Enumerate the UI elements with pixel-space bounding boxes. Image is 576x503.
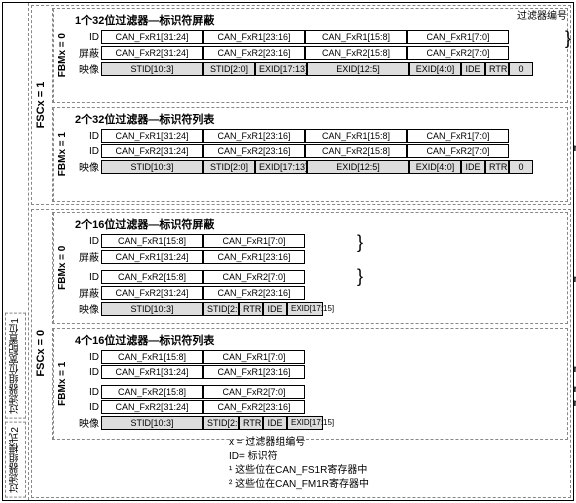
sec2-title: 2个32位过滤器—标识符列表 <box>75 111 563 127</box>
sec1: FBMx = 0 1个32位过滤器—标识符屏蔽 IDCAN_FxR1[31:24… <box>52 8 568 103</box>
diagram-frame: 过滤器组位宽配置位1 过滤器组模式2 过滤器编号 FSCx = 1 FBMx =… <box>2 2 574 501</box>
sec4: FBMx = 1 4个16位过滤器—标识符列表 IDCAN_FxR1[15:8]… <box>52 328 568 440</box>
footer-notes: x = 过滤器组编号 ID= 标识符 ¹ 这些位在CAN_FS1R寄存器中 ² … <box>229 436 369 492</box>
fbm0-label: FBMx = 0 <box>53 9 71 102</box>
bitwidth-label: 过滤器组位宽配置位1 <box>5 313 26 419</box>
filter-number-header: 过滤器编号 <box>517 7 567 22</box>
fsc1-label: FSCx = 1 <box>32 6 50 204</box>
sec1-title: 1个32位过滤器—标识符屏蔽 <box>75 12 563 28</box>
fsc1-group: FSCx = 1 FBMx = 0 1个32位过滤器—标识符屏蔽 IDCAN_F… <box>31 5 571 205</box>
sec3: FBMx = 0 2个16位过滤器—标识符屏蔽 IDCAN_FxR1[15:8]… <box>52 212 568 324</box>
mode-label: 过滤器组模式2 <box>5 422 26 498</box>
sec4-title: 4个16位过滤器—标识符列表 <box>75 332 563 348</box>
fsc0-label: FSCx = 0 <box>32 210 50 497</box>
left-column: 过滤器组位宽配置位1 过滤器组模式2 <box>3 3 29 500</box>
main-column: 过滤器编号 FSCx = 1 FBMx = 0 1个32位过滤器—标识符屏蔽 I… <box>29 3 573 500</box>
fbm1-label: FBMx = 1 <box>53 108 71 201</box>
sec2: FBMx = 1 2个32位过滤器—标识符列表 IDCAN_FxR1[31:24… <box>52 107 568 202</box>
sec3-title: 2个16位过滤器—标识符屏蔽 <box>75 216 563 232</box>
